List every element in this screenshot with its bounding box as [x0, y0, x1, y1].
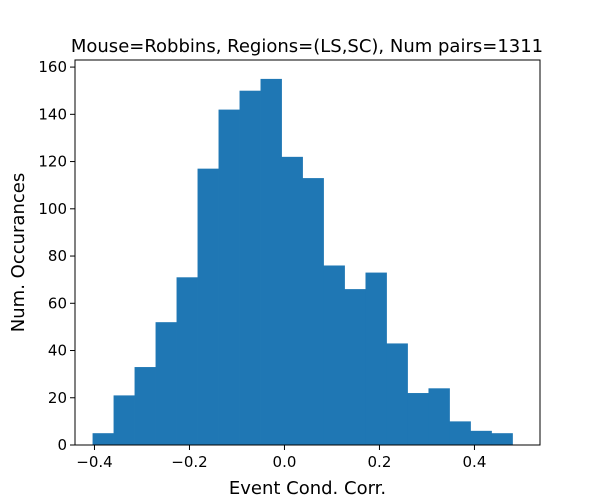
- histogram-bar: [92, 433, 114, 445]
- x-tick-label: −0.2: [171, 453, 207, 471]
- y-tick-label: 140: [38, 105, 67, 123]
- histogram-bar: [428, 388, 450, 445]
- y-tick-label: 20: [48, 389, 67, 407]
- histogram-bar: [134, 367, 156, 445]
- y-tick-label: 80: [48, 247, 67, 265]
- histogram-bar: [386, 343, 408, 445]
- histogram-bar: [407, 393, 429, 445]
- histogram-bar: [365, 272, 387, 445]
- x-axis-ticks: −0.4 −0.2 0.0 0.2 0.4: [76, 445, 486, 471]
- x-axis-label: Event Cond. Corr.: [229, 478, 386, 499]
- histogram-bar: [197, 168, 219, 445]
- y-tick-label: 120: [38, 153, 67, 171]
- x-tick-label: 0.4: [463, 453, 487, 471]
- y-axis-ticks: 0 20 40 60 80 100 120 140 160: [38, 58, 75, 454]
- histogram-bar: [449, 421, 471, 445]
- y-axis-label: Num. Occurances: [8, 173, 29, 332]
- histogram-bar: [155, 322, 177, 445]
- chart-title: Mouse=Robbins, Regions=(LS,SC), Num pair…: [71, 36, 543, 57]
- histogram-bar: [323, 265, 345, 445]
- x-tick-label: −0.4: [76, 453, 112, 471]
- plot-frame: [74, 59, 541, 446]
- histogram-bar: [176, 277, 198, 445]
- y-tick-label: 160: [38, 58, 67, 76]
- histogram-bar: [302, 178, 324, 446]
- histogram-bar: [260, 78, 282, 446]
- x-tick-label: 0.0: [273, 453, 297, 471]
- y-tick-label: 60: [48, 294, 67, 312]
- x-tick-label: 0.2: [368, 453, 392, 471]
- histogram-bars: [92, 78, 513, 446]
- histogram-bar: [491, 433, 513, 445]
- y-tick-label: 0: [57, 436, 67, 454]
- histogram-bar: [344, 289, 366, 445]
- histogram-bar: [470, 430, 492, 445]
- y-tick-label: 100: [38, 200, 67, 218]
- histogram-bar: [218, 109, 240, 445]
- histogram-bar: [239, 90, 261, 446]
- histogram-bar: [281, 156, 303, 445]
- histogram-bar: [113, 395, 135, 445]
- y-tick-label: 40: [48, 342, 67, 360]
